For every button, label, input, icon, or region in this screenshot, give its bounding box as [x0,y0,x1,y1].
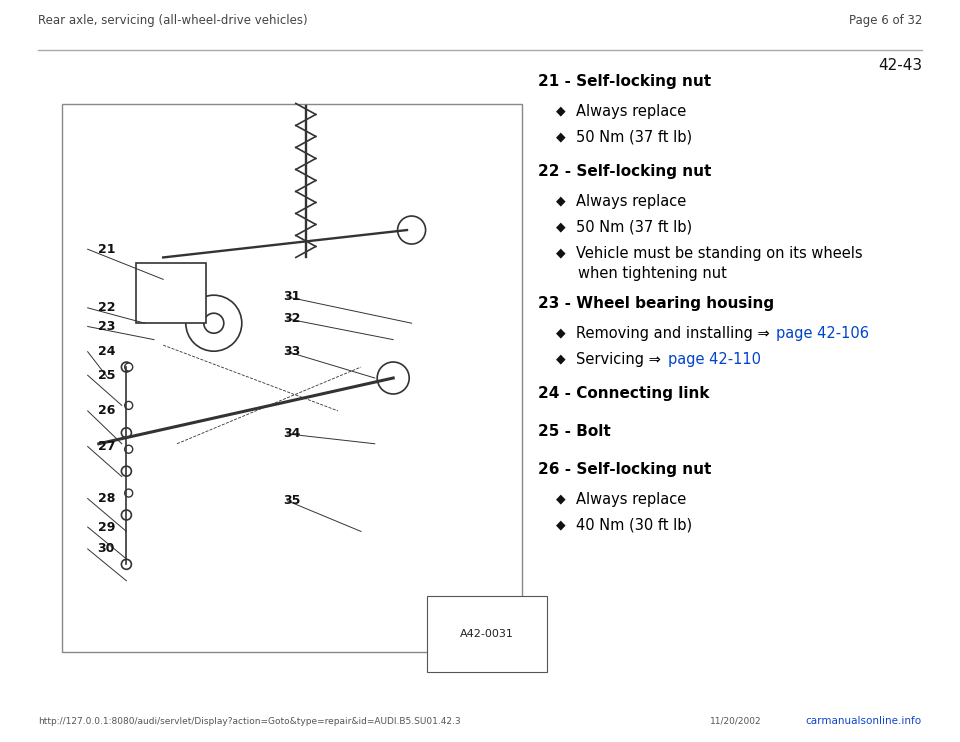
Text: 23: 23 [98,320,115,333]
Text: ◆: ◆ [556,326,565,339]
Text: 22: 22 [98,301,115,315]
Text: 28: 28 [98,492,115,505]
Text: 40 Nm (30 ft lb): 40 Nm (30 ft lb) [576,518,692,533]
Text: 34: 34 [283,427,300,441]
Text: 32: 32 [283,312,300,325]
Circle shape [121,466,132,476]
Text: 21: 21 [98,243,115,256]
Text: page 42-110: page 42-110 [667,352,760,367]
Text: ◆: ◆ [556,352,565,365]
Text: ◆: ◆ [556,220,565,233]
Text: Always replace: Always replace [576,194,686,209]
Text: 33: 33 [283,345,300,358]
Text: Always replace: Always replace [576,492,686,507]
Text: 42-43: 42-43 [877,58,922,73]
Text: 24: 24 [98,345,115,358]
Text: page 42-106: page 42-106 [777,326,870,341]
Text: 21 - Self-locking nut: 21 - Self-locking nut [538,74,711,89]
Circle shape [121,510,132,520]
Text: ◆: ◆ [556,130,565,143]
Circle shape [204,313,224,333]
Circle shape [397,216,425,244]
Text: Page 6 of 32: Page 6 of 32 [849,14,922,27]
Circle shape [121,559,132,569]
Text: 23 - Wheel bearing housing: 23 - Wheel bearing housing [538,296,774,311]
Text: Vehicle must be standing on its wheels: Vehicle must be standing on its wheels [576,246,863,261]
Text: 25: 25 [98,369,115,382]
Text: A42-0031: A42-0031 [460,629,514,639]
Text: 29: 29 [98,521,115,533]
Text: 50 Nm (37 ft lb): 50 Nm (37 ft lb) [576,220,692,235]
Circle shape [125,363,132,371]
Circle shape [377,362,409,394]
Text: 30: 30 [98,542,115,556]
Text: 26 - Self-locking nut: 26 - Self-locking nut [538,462,711,477]
Text: 26: 26 [98,404,115,418]
Text: Servicing ⇒: Servicing ⇒ [576,352,665,367]
Text: 24 - Connecting link: 24 - Connecting link [538,386,709,401]
Bar [135,263,205,324]
Text: 25 - Bolt: 25 - Bolt [538,424,611,439]
Circle shape [186,295,242,351]
Text: ◆: ◆ [556,246,565,259]
Text: Rear axle, servicing (all-wheel-drive vehicles): Rear axle, servicing (all-wheel-drive ve… [38,14,307,27]
Bar [62,104,522,652]
Circle shape [121,428,132,438]
Text: Removing and installing ⇒: Removing and installing ⇒ [576,326,775,341]
Text: 27: 27 [98,440,115,453]
Text: ◆: ◆ [556,104,565,117]
Text: 50 Nm (37 ft lb): 50 Nm (37 ft lb) [576,130,692,145]
Text: http://127.0.0.1:8080/audi/servlet/Display?action=Goto&type=repair&id=AUDI.B5.SU: http://127.0.0.1:8080/audi/servlet/Displ… [38,717,461,726]
Text: ◆: ◆ [556,492,565,505]
Circle shape [125,489,132,497]
Text: 31: 31 [283,290,300,303]
Text: 35: 35 [283,494,300,508]
Text: ◆: ◆ [556,194,565,207]
Text: carmanualsonline.info: carmanualsonline.info [805,716,922,726]
Circle shape [121,362,132,372]
Circle shape [125,401,132,410]
Circle shape [125,445,132,453]
Text: 11/20/2002: 11/20/2002 [710,717,762,726]
Text: ◆: ◆ [556,518,565,531]
Text: when tightening nut: when tightening nut [578,266,727,281]
Text: Always replace: Always replace [576,104,686,119]
Text: 22 - Self-locking nut: 22 - Self-locking nut [538,164,711,179]
